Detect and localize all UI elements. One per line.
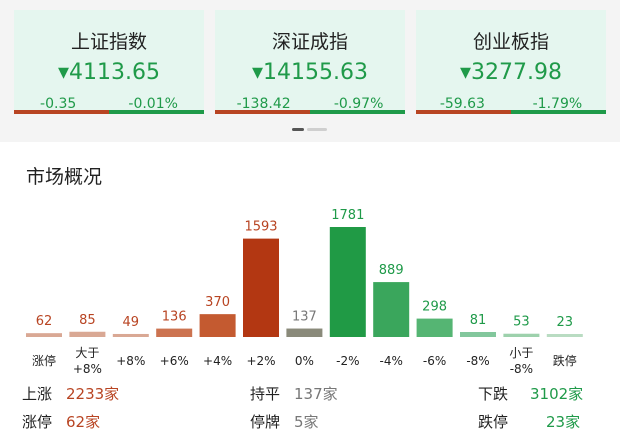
flat-count: 137家 bbox=[294, 385, 338, 403]
limit-down-count: 23家 bbox=[546, 413, 581, 431]
bar-value-label: 370 bbox=[205, 295, 230, 310]
market-distribution-chart: 62 涨停 85 大于 +8% 49 +8% 136 +6% 370 +4% 1593 +2% 137 0%… bbox=[26, 208, 583, 376]
index-change-pct: -1.79% bbox=[532, 96, 583, 112]
category-label: 0% bbox=[295, 354, 314, 368]
category-label: 小于 bbox=[509, 346, 533, 360]
index-value: ▾4113.65 bbox=[57, 60, 161, 85]
rise-fall-bar bbox=[14, 110, 204, 114]
bar-value-label: 1593 bbox=[244, 220, 277, 235]
bar-6 bbox=[286, 328, 323, 337]
page-dot bbox=[307, 128, 327, 131]
bar-12 bbox=[546, 334, 583, 337]
bar-7 bbox=[329, 227, 366, 337]
index-name: 深证成指 bbox=[271, 31, 348, 53]
category-label: +6% bbox=[160, 354, 189, 368]
bar-value-label: 85 bbox=[79, 313, 96, 328]
suspend-label: 停牌 bbox=[250, 413, 281, 431]
bar-8 bbox=[373, 282, 410, 337]
rise-count: 2233家 bbox=[66, 385, 120, 403]
bar-5 bbox=[243, 238, 279, 337]
category-label: 大于 bbox=[75, 346, 99, 360]
limit-up-count: 62家 bbox=[66, 413, 101, 431]
down-arrow-icon: ▾ bbox=[251, 60, 264, 85]
category-label: +8% bbox=[116, 354, 145, 368]
index-value: ▾14155.63 bbox=[251, 60, 369, 85]
category-label: -4% bbox=[380, 354, 403, 368]
limit-down-label: 跌停 bbox=[478, 413, 509, 431]
bar-2 bbox=[112, 333, 149, 337]
category-label: +2% bbox=[246, 354, 275, 368]
bar-9 bbox=[416, 318, 453, 337]
section-title: 市场概况 bbox=[26, 166, 103, 188]
bar-value-label: 1781 bbox=[331, 208, 364, 223]
index-card-chinext[interactable]: 创业板指 ▾3277.98 -59.63 -1.79% bbox=[416, 10, 606, 114]
flat-label: 持平 bbox=[250, 385, 281, 403]
index-change: -59.63 bbox=[439, 96, 485, 112]
bar-value-label: 49 bbox=[123, 315, 140, 330]
bar-10 bbox=[460, 331, 496, 337]
limit-up-label: 涨停 bbox=[22, 413, 53, 431]
rise-fall-bar bbox=[215, 110, 405, 114]
down-arrow-icon: ▾ bbox=[57, 60, 70, 85]
category-label: -6% bbox=[423, 354, 446, 368]
category-label: -8% bbox=[510, 362, 533, 376]
page-dot-active bbox=[292, 128, 304, 131]
category-label: +8% bbox=[73, 362, 102, 376]
bar-value-label: 889 bbox=[379, 263, 404, 278]
bar-0 bbox=[26, 333, 62, 337]
index-card-shanghai[interactable]: 上证指数 ▾4113.65 -0.35 -0.01% bbox=[14, 10, 204, 114]
bar-3 bbox=[156, 328, 193, 337]
category-label: -8% bbox=[466, 354, 489, 368]
bar-value-label: 298 bbox=[422, 300, 447, 315]
index-change-pct: -0.97% bbox=[333, 96, 384, 112]
index-value: ▾3277.98 bbox=[459, 60, 563, 85]
bar-11 bbox=[503, 333, 540, 337]
bar-value-label: 53 bbox=[513, 315, 530, 330]
bar-value-label: 136 bbox=[162, 310, 187, 325]
category-label: +4% bbox=[203, 354, 232, 368]
index-change: -0.35 bbox=[40, 96, 77, 112]
index-change-pct: -0.01% bbox=[128, 96, 178, 112]
fall-count: 3102家 bbox=[530, 385, 584, 403]
bar-value-label: 137 bbox=[292, 310, 317, 325]
bar-value-label: 23 bbox=[557, 315, 574, 330]
suspend-count: 5家 bbox=[294, 413, 319, 431]
bar-1 bbox=[69, 331, 106, 337]
index-name: 上证指数 bbox=[70, 31, 147, 53]
bar-value-label: 62 bbox=[36, 314, 53, 329]
category-label: -2% bbox=[336, 354, 359, 368]
rise-label: 上涨 bbox=[22, 385, 53, 403]
fall-label: 下跌 bbox=[478, 385, 509, 403]
bar-4 bbox=[199, 314, 236, 337]
down-arrow-icon: ▾ bbox=[459, 60, 472, 85]
index-change: -138.42 bbox=[236, 96, 291, 112]
index-card-shenzhen[interactable]: 深证成指 ▾14155.63 -138.42 -0.97% bbox=[215, 10, 405, 114]
category-label: 涨停 bbox=[32, 353, 56, 368]
page-indicator[interactable] bbox=[292, 128, 327, 131]
index-name: 创业板指 bbox=[472, 31, 549, 53]
category-label: 跌停 bbox=[553, 353, 577, 368]
bar-value-label: 81 bbox=[470, 313, 487, 328]
rise-fall-bar bbox=[416, 110, 606, 114]
